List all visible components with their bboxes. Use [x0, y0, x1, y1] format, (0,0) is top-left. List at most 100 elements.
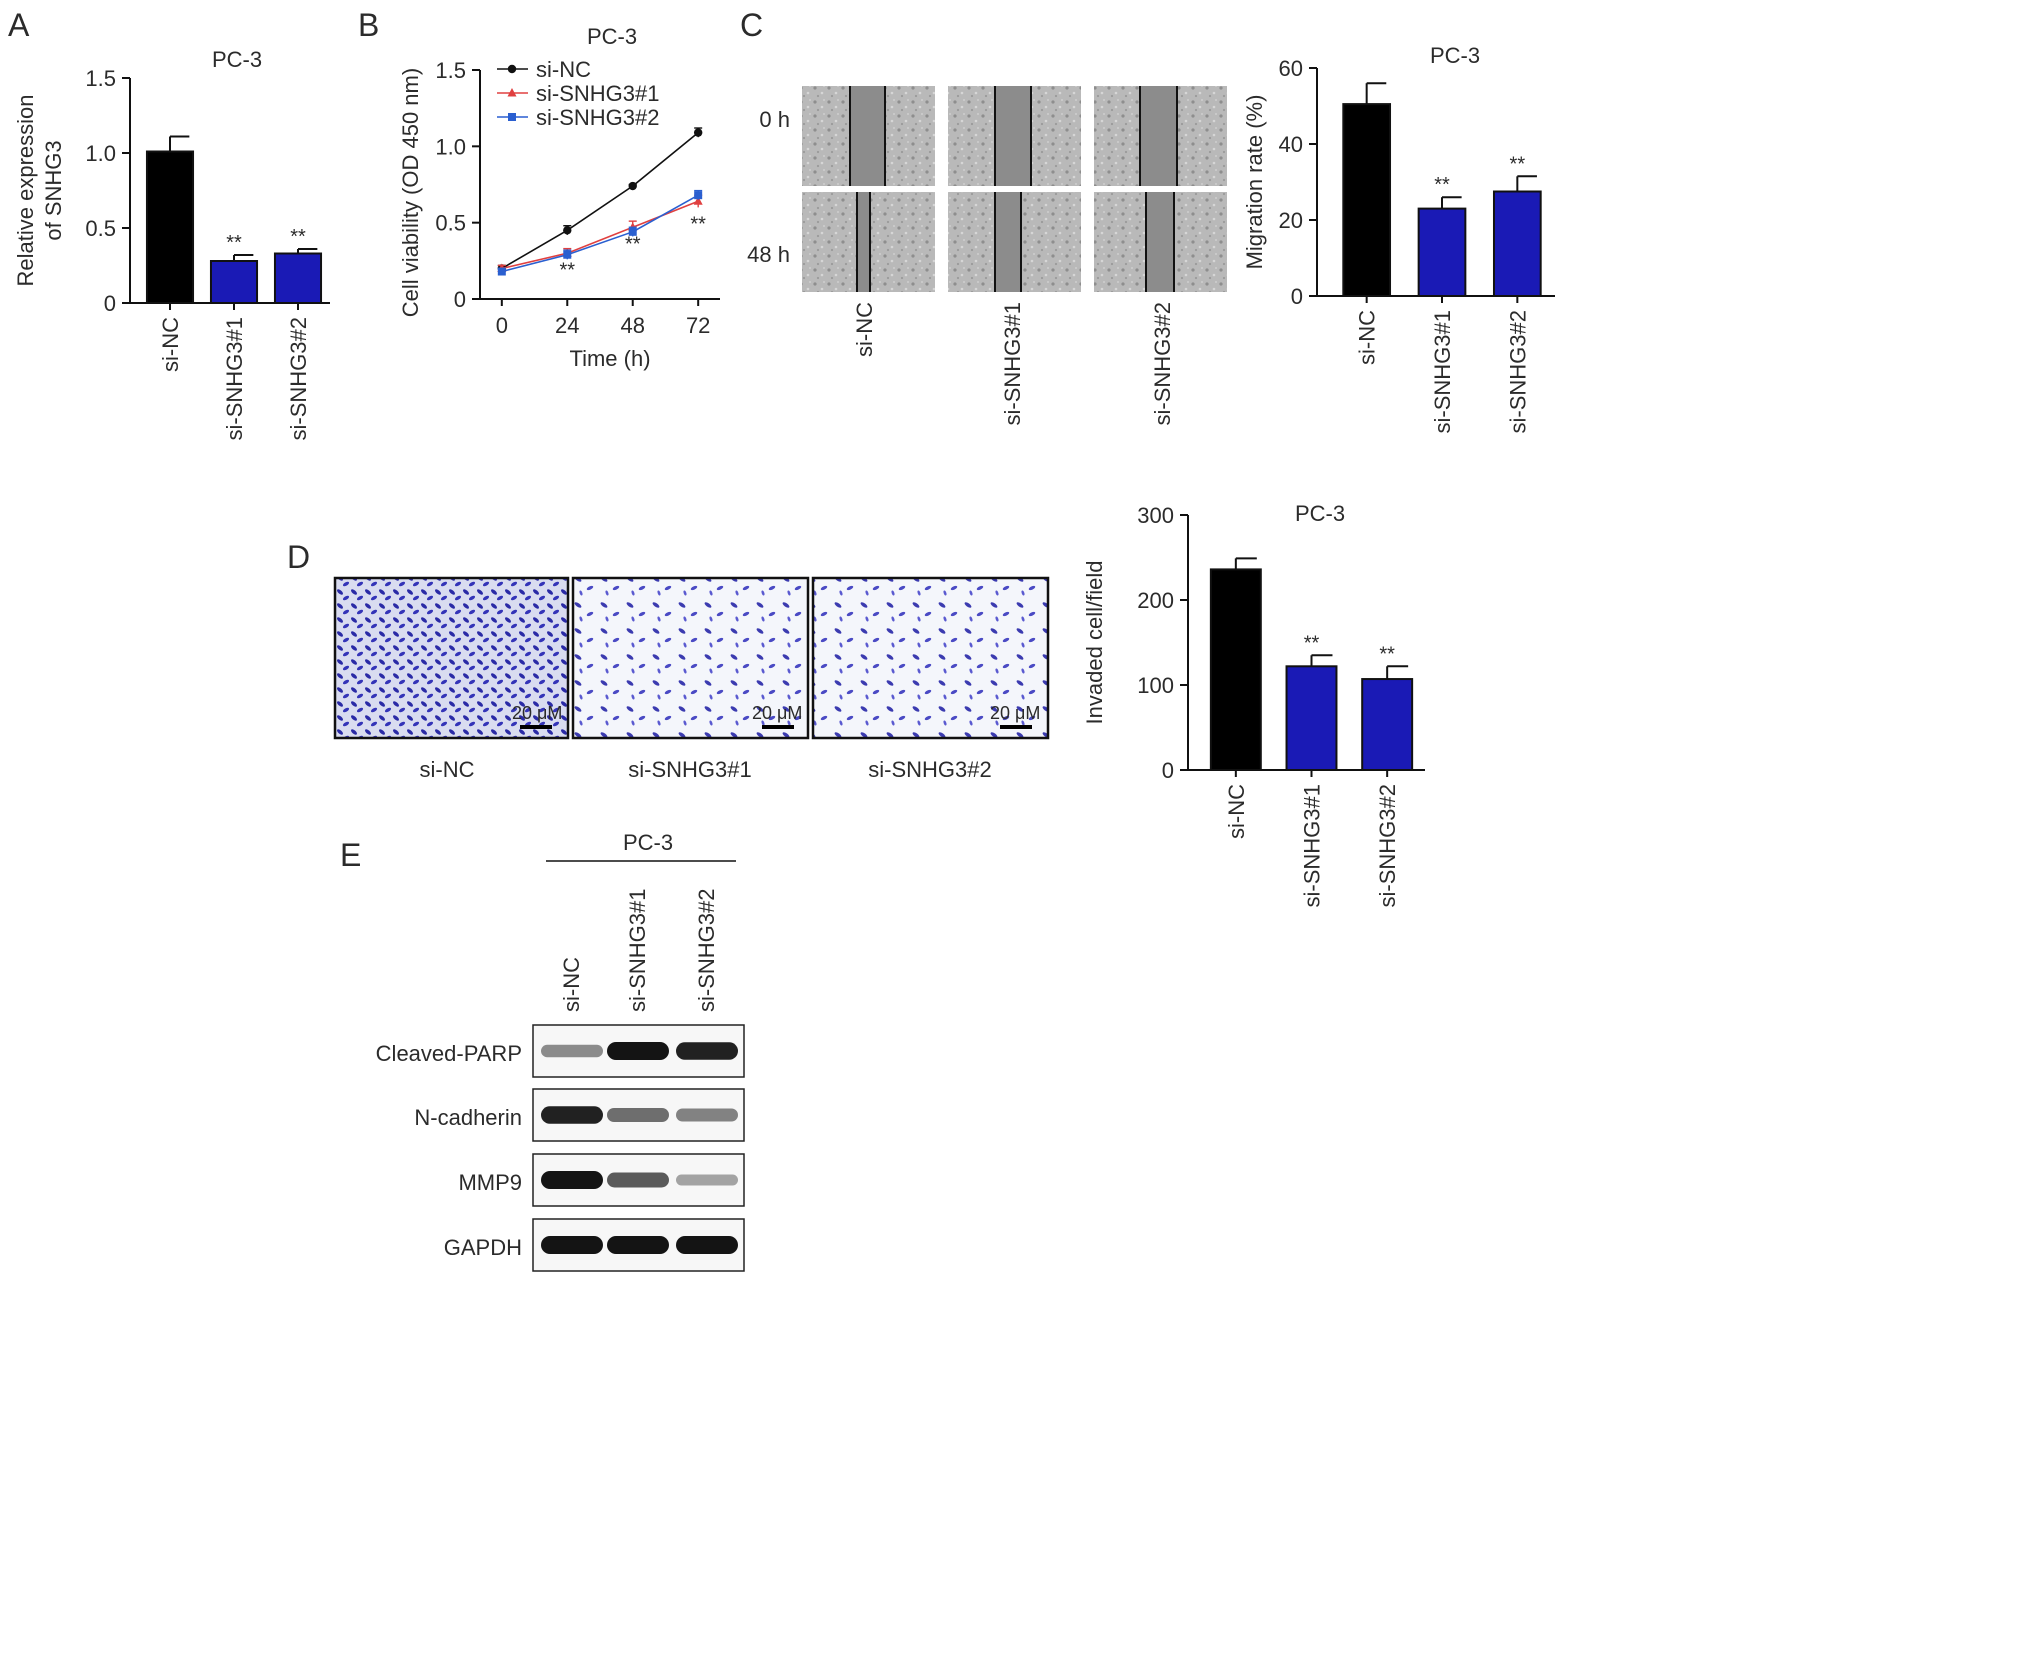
series-si-nc	[497, 127, 703, 273]
blot-band-si-snhg3-1	[607, 1042, 669, 1060]
significance-si-snhg3-1: **	[1304, 632, 1320, 654]
y-tick-label: 1.0	[85, 141, 116, 166]
legend-marker-si-snhg3-1	[507, 88, 517, 97]
blot-row-cleaved-parp: Cleaved-PARP	[376, 1024, 745, 1078]
x-tick-label: 72	[686, 313, 710, 338]
y-tick-label: 300	[1137, 503, 1174, 528]
blot-band-si-snhg3-2	[676, 1236, 738, 1254]
lane-label-si-snhg3-2: si-SNHG3#2	[694, 889, 719, 1012]
protein-label-mmp9: MMP9	[458, 1170, 522, 1195]
blot-row-mmp9: MMP9	[458, 1153, 745, 1207]
y-tick-label: 0	[1291, 284, 1303, 309]
micrograph-transwell-si-nc: 20 μM	[333, 576, 570, 740]
bar-si-nc	[145, 150, 195, 304]
x-tick-label-si-snhg3-2: si-SNHG3#2	[1505, 310, 1530, 433]
x-axis-label: Time (h)	[569, 346, 650, 371]
blot-band-si-snhg3-2	[676, 1174, 738, 1186]
data-point-si-snhg3-2	[497, 267, 506, 276]
legend-marker-si-snhg3-2	[508, 113, 516, 121]
data-point-si-snhg3-1	[693, 196, 703, 205]
data-point-si-snhg3-2	[628, 227, 637, 236]
figure: A B C D E 0 0.5 1.0 1.5 PC-3 Relative express…	[8, 7, 1555, 1272]
data-point-si-nc	[628, 181, 637, 191]
y-tick-label: 0	[1162, 758, 1174, 783]
column-label-si-snhg3-2: si-SNHG3#2	[1150, 302, 1175, 425]
significance-si-snhg3-2: **	[1379, 643, 1395, 665]
panel-letter-d: D	[287, 539, 310, 575]
blot-band-si-snhg3-2	[676, 1042, 738, 1060]
blot-cell-line-label: PC-3	[623, 830, 673, 855]
micrograph-48h-si-nc	[802, 192, 935, 292]
chart-title: PC-3	[587, 24, 637, 49]
x-tick-label-si-snhg3-1: si-SNHG3#1	[1300, 784, 1325, 907]
blot-band-si-snhg3-1	[607, 1108, 669, 1122]
image-label-si-snhg3-2: si-SNHG3#2	[868, 757, 991, 782]
series-si-snhg3-1	[497, 194, 703, 272]
y-axis-label: Migration rate (%)	[1242, 95, 1267, 270]
y-tick-label: 0.5	[85, 216, 116, 241]
x-tick-label: 24	[555, 313, 579, 338]
x-tick-label: 0	[496, 313, 508, 338]
lane-label-si-nc: si-NC	[559, 957, 584, 1012]
x-tick-label: 48	[620, 313, 644, 338]
y-axis-label: of SNHG3	[41, 140, 66, 240]
legend-label-si-snhg3-1: si-SNHG3#1	[536, 81, 659, 106]
significance-si-snhg3-2: **	[290, 226, 306, 248]
chart-b-cell-viability: 0 0.5 1.0 1.5 0 24 48 72 Time (h) Cell viability …	[398, 24, 720, 371]
y-tick-label: 60	[1279, 56, 1303, 81]
legend-label-si-nc: si-NC	[536, 57, 591, 82]
series-line-si-nc	[501, 131, 699, 270]
y-tick-label: 40	[1279, 132, 1303, 157]
x-tick-label-si-nc: si-NC	[158, 317, 183, 372]
chart-title: PC-3	[212, 47, 262, 72]
column-label-si-snhg3-1: si-SNHG3#1	[1000, 302, 1025, 425]
y-axis-label: Invaded cell/field	[1082, 561, 1107, 725]
chart-d-invaded-cells: 0 100 200 300 PC-3 Invaded cell/field si-NC ** s…	[1082, 501, 1425, 907]
y-tick-label: 0	[454, 287, 466, 312]
y-axis-label: Relative expression	[13, 95, 38, 287]
data-point-si-nc	[693, 128, 703, 137]
lane-label-si-snhg3-1: si-SNHG3#1	[625, 889, 650, 1012]
scale-bar-label-si-nc: 20 μM	[512, 703, 562, 723]
protein-label-gapdh: GAPDH	[444, 1235, 522, 1260]
x-tick-label-si-snhg3-1: si-SNHG3#1	[222, 317, 247, 440]
micrograph-transwell-si-snhg3-1: 20 μM	[571, 576, 810, 740]
protein-label-cleaved-parp: Cleaved-PARP	[376, 1041, 522, 1066]
micrograph-0h-si-snhg3-2	[1094, 86, 1227, 186]
x-tick-label-si-nc: si-NC	[1224, 784, 1249, 839]
bar-si-snhg3-1	[209, 260, 259, 304]
bar-si-snhg3-1	[1285, 665, 1338, 771]
y-tick-label: 200	[1137, 588, 1174, 613]
blot-band-si-nc	[541, 1236, 603, 1254]
western-blot: PC-3 si-NC si-SNHG3#1 si-SNHG3#2 Cleaved-P…	[376, 830, 745, 1272]
image-label-si-snhg3-1: si-SNHG3#1	[628, 757, 751, 782]
y-axis-label: Cell viability (OD 450 nm)	[398, 68, 423, 317]
y-tick-label: 0.5	[435, 211, 466, 236]
x-tick-label-si-snhg3-1: si-SNHG3#1	[1430, 310, 1455, 433]
significance-si-snhg3-1: **	[1434, 174, 1450, 196]
data-point-si-nc	[563, 226, 572, 235]
blot-band-si-nc	[541, 1044, 603, 1058]
scale-bar-label-si-snhg3-2: 20 μM	[990, 703, 1040, 723]
bar-si-snhg3-2	[1361, 678, 1414, 771]
bar-si-nc	[1209, 568, 1262, 772]
legend-marker-si-nc	[507, 64, 517, 74]
chart-a-relative-expression: 0 0.5 1.0 1.5 PC-3 Relative expression of SNHG…	[13, 47, 330, 440]
data-point-si-snhg3-2	[563, 250, 572, 259]
blot-band-si-snhg3-1	[607, 1236, 669, 1254]
y-tick-label: 20	[1279, 208, 1303, 233]
transwell-images: 20 μM 20 μM 20 μM si-NC si-SNHG3#1 si-SN…	[333, 576, 1050, 782]
blot-band-si-snhg3-1	[607, 1172, 669, 1188]
micrograph-0h-si-snhg3-1	[948, 86, 1081, 186]
micrograph-transwell-si-snhg3-2: 20 μM	[811, 576, 1050, 740]
scale-bar-label-si-snhg3-1: 20 μM	[752, 703, 802, 723]
bar-si-snhg3-1	[1417, 207, 1467, 298]
chart-title: PC-3	[1430, 43, 1480, 68]
blot-row-n-cadherin: N-cadherin	[414, 1088, 745, 1142]
significance-si-snhg3-1: **	[226, 232, 242, 254]
significance-annotation: **	[625, 234, 641, 256]
blot-rows: Cleaved-PARP N-cadherin MMP9 GAPDH	[376, 1024, 745, 1272]
y-tick-label: 1.5	[85, 66, 116, 91]
blot-band-si-nc	[541, 1106, 603, 1124]
panel-letter-a: A	[8, 7, 30, 43]
